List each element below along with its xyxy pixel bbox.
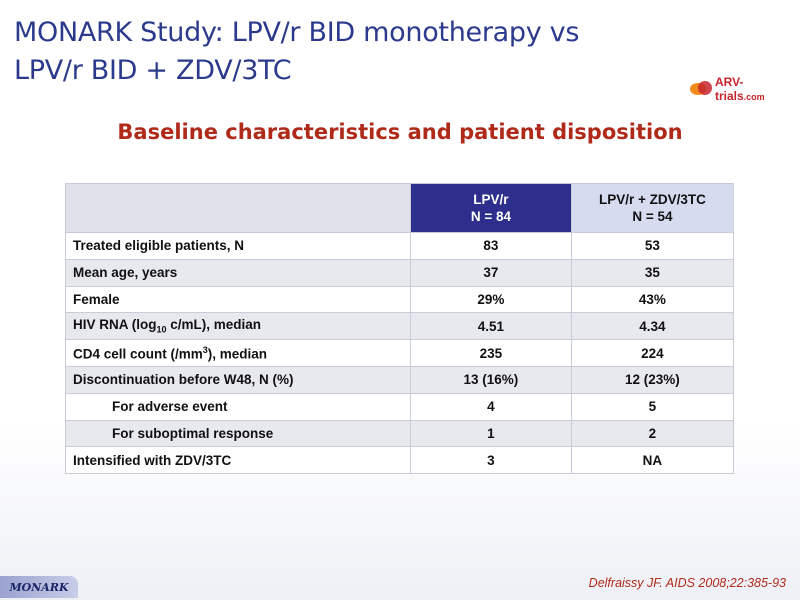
row-value-lpvr-zdv-3tc: 4.34 [570, 312, 735, 341]
row-value-lpvr-zdv-3tc: 43% [570, 285, 735, 314]
citation-reference: Delfraissy JF. AIDS 2008;22:385-93 [588, 576, 786, 590]
slide-subtitle: Baseline characteristics and patient dis… [117, 120, 683, 144]
row-label: For adverse event [65, 392, 411, 421]
row-value-lpvr: 4.51 [409, 312, 572, 341]
row-label: For suboptimal response [65, 419, 411, 448]
table-row: Mean age, years 37 35 [65, 258, 735, 287]
row-value-lpvr-zdv-3tc: 53 [570, 232, 735, 260]
row-label: Mean age, years [65, 258, 411, 287]
arv-trials-logo: ARV-trials.com [690, 75, 790, 103]
table-header-lpvr-zdv-3tc: LPV/r + ZDV/3TC N = 54 [570, 183, 735, 233]
row-label: Treated eligible patients, N [65, 232, 411, 260]
row-value-lpvr: 83 [409, 232, 572, 260]
row-value-lpvr: 1 [409, 419, 572, 448]
row-label: Intensified with ZDV/3TC [65, 446, 411, 475]
row-value-lpvr-zdv-3tc: 5 [570, 392, 735, 421]
row-label: HIV RNA (log10 c/mL), median [65, 312, 411, 341]
row-label: CD4 cell count (/mm3), median [65, 339, 411, 367]
arv-trials-logo-icon [690, 80, 715, 98]
row-value-lpvr-zdv-3tc: 35 [570, 258, 735, 287]
slide-title-line-1: MONARK Study: LPV/r BID monotherapy vs [14, 17, 580, 48]
row-value-lpvr: 13 (16%) [409, 365, 572, 394]
row-value-lpvr-zdv-3tc: NA [570, 446, 735, 475]
table-row: Treated eligible patients, N 83 53 [65, 232, 735, 260]
table-row: For adverse event 4 5 [65, 392, 735, 421]
row-value-lpvr-zdv-3tc: 12 (23%) [570, 365, 735, 394]
row-value-lpvr: 37 [409, 258, 572, 287]
row-value-lpvr: 29% [409, 285, 572, 314]
table-row: For suboptimal response 1 2 [65, 419, 735, 448]
slide-title: MONARK Study: LPV/r BID monotherapy vs L… [14, 14, 694, 90]
table-row: HIV RNA (log10 c/mL), median 4.51 4.34 [65, 312, 735, 341]
logo-text: ARV-trials.com [714, 75, 765, 103]
table-row: CD4 cell count (/mm3), median 235 224 [65, 339, 735, 367]
row-value-lpvr: 4 [409, 392, 572, 421]
row-value-lpvr-zdv-3tc: 224 [570, 339, 735, 367]
table-row: Intensified with ZDV/3TC 3 NA [65, 446, 735, 475]
table-header-blank [65, 183, 411, 233]
table-row: Discontinuation before W48, N (%) 13 (16… [65, 365, 735, 394]
row-value-lpvr: 235 [409, 339, 572, 367]
table-header-row: LPV/r N = 84 LPV/r + ZDV/3TC N = 54 [65, 183, 735, 233]
baseline-characteristics-table: LPV/r N = 84 LPV/r + ZDV/3TC N = 54 Treate… [65, 183, 735, 475]
monark-badge: MONARK [0, 576, 78, 598]
row-value-lpvr-zdv-3tc: 2 [570, 419, 735, 448]
slide-title-line-2: LPV/r BID + ZDV/3TC [14, 55, 292, 86]
table-header-lpvr: LPV/r N = 84 [409, 183, 572, 233]
row-label: Discontinuation before W48, N (%) [65, 365, 411, 394]
table-row: Female 29% 43% [65, 285, 735, 314]
row-value-lpvr: 3 [409, 446, 572, 475]
row-label: Female [65, 285, 411, 314]
